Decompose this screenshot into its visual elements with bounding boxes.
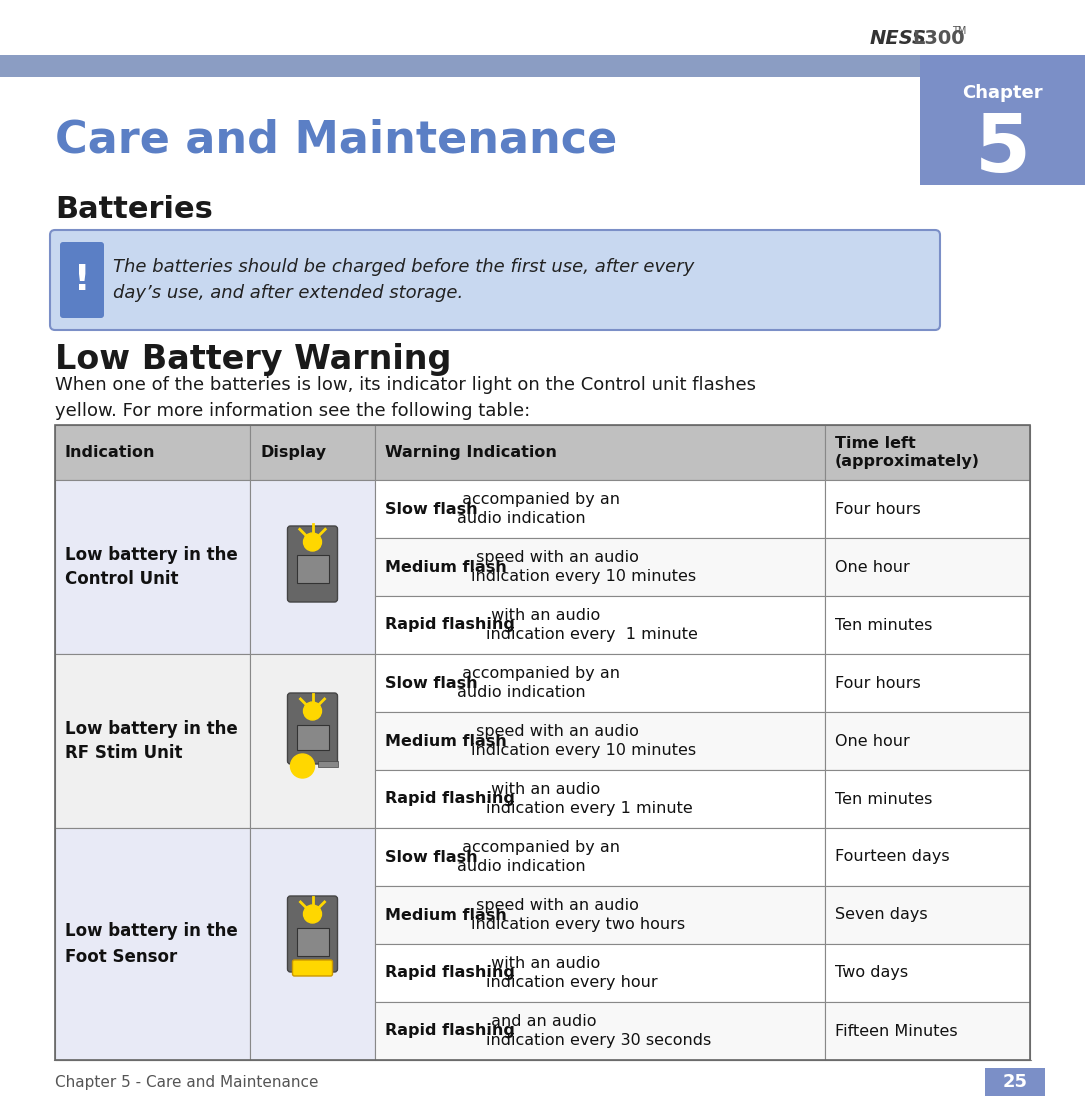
- Bar: [825, 654, 1030, 712]
- Bar: [296, 724, 329, 750]
- FancyBboxPatch shape: [288, 896, 337, 972]
- Text: !: !: [74, 263, 90, 297]
- Text: Fourteen days: Fourteen days: [835, 850, 949, 864]
- Bar: [375, 770, 825, 828]
- Text: Slow flash: Slow flash: [385, 676, 477, 690]
- Text: 25: 25: [1003, 1073, 1027, 1091]
- Bar: [55, 654, 250, 828]
- Circle shape: [291, 754, 315, 778]
- Text: Seven days: Seven days: [835, 907, 928, 923]
- Bar: [55, 480, 250, 654]
- Text: and an audio
indication every 30 seconds: and an audio indication every 30 seconds: [486, 1014, 711, 1048]
- Text: NESS: NESS: [870, 29, 927, 47]
- Text: Rapid flashing: Rapid flashing: [385, 792, 515, 807]
- Bar: [0, 55, 1085, 77]
- Text: Low battery in the
Control Unit: Low battery in the Control Unit: [65, 545, 238, 589]
- Text: with an audio
indication every  1 minute: with an audio indication every 1 minute: [486, 608, 698, 642]
- Text: Slow flash: Slow flash: [385, 501, 477, 516]
- Text: Warning Indication: Warning Indication: [385, 445, 557, 460]
- FancyBboxPatch shape: [288, 526, 337, 602]
- Text: Ten minutes: Ten minutes: [835, 792, 932, 807]
- Text: Medium flash: Medium flash: [385, 559, 507, 575]
- Text: speed with an audio
indication every 10 minutes: speed with an audio indication every 10 …: [471, 723, 697, 759]
- Bar: [825, 480, 1030, 538]
- Text: L300: L300: [912, 29, 965, 47]
- Bar: [375, 828, 825, 886]
- FancyBboxPatch shape: [50, 230, 940, 330]
- Text: When one of the batteries is low, its indicator light on the Control unit flashe: When one of the batteries is low, its in…: [55, 375, 756, 421]
- FancyBboxPatch shape: [293, 960, 332, 975]
- Text: Low battery in the
RF Stim Unit: Low battery in the RF Stim Unit: [65, 719, 238, 763]
- Text: Four hours: Four hours: [835, 676, 921, 690]
- Text: with an audio
indication every 1 minute: with an audio indication every 1 minute: [486, 782, 692, 817]
- Text: Medium flash: Medium flash: [385, 907, 507, 923]
- Circle shape: [304, 905, 321, 923]
- Text: 5: 5: [974, 111, 1031, 189]
- Bar: [250, 654, 375, 828]
- Text: speed with an audio
indication every 10 minutes: speed with an audio indication every 10 …: [471, 549, 697, 585]
- FancyBboxPatch shape: [60, 242, 104, 318]
- Bar: [318, 761, 337, 767]
- Text: Rapid flashing: Rapid flashing: [385, 966, 515, 981]
- Text: Medium flash: Medium flash: [385, 733, 507, 749]
- Bar: [825, 828, 1030, 886]
- Bar: [55, 425, 250, 480]
- Bar: [825, 944, 1030, 1002]
- Text: Rapid flashing: Rapid flashing: [385, 1024, 515, 1038]
- Bar: [920, 55, 1085, 185]
- Text: Slow flash: Slow flash: [385, 850, 477, 864]
- Bar: [825, 770, 1030, 828]
- Text: Ten minutes: Ten minutes: [835, 618, 932, 632]
- Bar: [375, 886, 825, 944]
- Bar: [375, 538, 825, 596]
- Bar: [55, 828, 250, 1060]
- Text: Four hours: Four hours: [835, 501, 921, 516]
- Text: accompanied by an
audio indication: accompanied by an audio indication: [457, 840, 620, 874]
- Text: Indication: Indication: [65, 445, 155, 460]
- Bar: [375, 480, 825, 538]
- Bar: [985, 1068, 1045, 1095]
- Bar: [825, 425, 1030, 480]
- Text: Display: Display: [260, 445, 326, 460]
- Text: Time left
(approximately): Time left (approximately): [835, 436, 980, 469]
- Text: speed with an audio
indication every two hours: speed with an audio indication every two…: [471, 897, 686, 933]
- FancyBboxPatch shape: [288, 693, 337, 764]
- Text: Batteries: Batteries: [55, 196, 213, 225]
- Text: Low Battery Warning: Low Battery Warning: [55, 344, 451, 377]
- Bar: [375, 712, 825, 770]
- Bar: [375, 425, 825, 480]
- Text: Fifteen Minutes: Fifteen Minutes: [835, 1024, 958, 1038]
- Bar: [250, 480, 375, 654]
- Circle shape: [304, 533, 321, 550]
- Bar: [825, 538, 1030, 596]
- Text: Chapter 5 - Care and Maintenance: Chapter 5 - Care and Maintenance: [55, 1075, 319, 1090]
- Bar: [825, 886, 1030, 944]
- Text: Rapid flashing: Rapid flashing: [385, 618, 515, 632]
- Text: One hour: One hour: [835, 733, 909, 749]
- Bar: [375, 1002, 825, 1060]
- Text: Care and Maintenance: Care and Maintenance: [55, 119, 617, 162]
- Text: accompanied by an
audio indication: accompanied by an audio indication: [457, 666, 620, 700]
- Bar: [55, 425, 1030, 1060]
- Bar: [825, 712, 1030, 770]
- Bar: [375, 944, 825, 1002]
- Text: Chapter: Chapter: [962, 84, 1043, 102]
- Text: TM: TM: [952, 26, 967, 36]
- Text: One hour: One hour: [835, 559, 909, 575]
- Bar: [296, 555, 329, 584]
- Bar: [250, 425, 375, 480]
- Text: Low battery in the
Foot Sensor: Low battery in the Foot Sensor: [65, 923, 238, 966]
- Bar: [825, 596, 1030, 654]
- Bar: [375, 654, 825, 712]
- Circle shape: [304, 702, 321, 720]
- Text: Two days: Two days: [835, 966, 908, 981]
- Bar: [375, 596, 825, 654]
- Bar: [250, 828, 375, 1060]
- Bar: [296, 928, 329, 956]
- Text: with an audio
indication every hour: with an audio indication every hour: [486, 956, 658, 991]
- Text: The batteries should be charged before the first use, after every
day’s use, and: The batteries should be charged before t…: [113, 259, 694, 302]
- Text: accompanied by an
audio indication: accompanied by an audio indication: [457, 492, 620, 526]
- Bar: [825, 1002, 1030, 1060]
